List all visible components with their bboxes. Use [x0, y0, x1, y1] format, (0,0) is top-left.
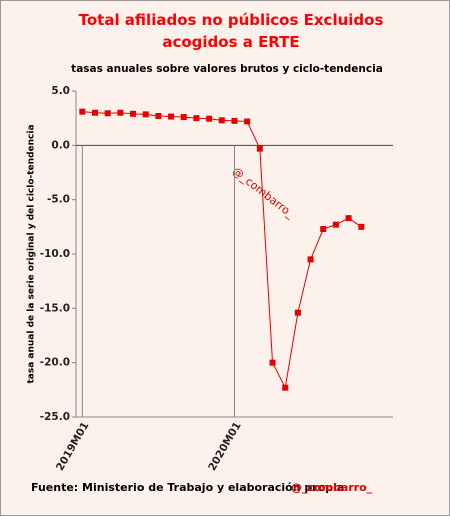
point [180, 114, 187, 121]
y-tick-label: -5.0 [47, 194, 70, 206]
point [320, 226, 327, 233]
y-tick-label: -25.0 [40, 411, 70, 423]
point [345, 215, 352, 222]
point [92, 109, 99, 116]
y-tick-label: -20.0 [40, 357, 70, 369]
point [206, 115, 213, 122]
point [231, 117, 238, 124]
point [269, 359, 276, 366]
y-tick-label: -10.0 [40, 248, 70, 260]
x-tick-label: 2020M01 [206, 420, 244, 473]
point [282, 384, 289, 391]
y-tick-label: 5.0 [51, 85, 70, 97]
point [130, 110, 137, 117]
point [168, 113, 175, 120]
point [79, 108, 86, 115]
source-handle: @_combarro_ [291, 481, 373, 494]
point [332, 221, 339, 228]
y-axis-label: tasa anual de la serie original y del ci… [27, 124, 37, 383]
point [256, 145, 263, 152]
point [244, 118, 251, 125]
series-line [82, 111, 362, 390]
point [294, 309, 301, 316]
y-tick-label: -15.0 [40, 302, 70, 314]
y-tick-label: 0.0 [51, 139, 70, 151]
point [117, 109, 124, 116]
point [307, 256, 314, 263]
chart-subtitle: tasas anuales sobre valores brutos y cic… [71, 63, 383, 75]
point [358, 223, 365, 230]
point [218, 117, 225, 124]
chart-title: Total afiliados no públicos Excluidos ac… [78, 11, 384, 51]
point [155, 112, 162, 119]
point [193, 115, 200, 122]
source: Fuente: Ministerio de Trabajo y elaborac… [31, 481, 344, 494]
point [104, 110, 111, 117]
point [142, 111, 149, 118]
x-tick-label: 2019M01 [54, 420, 92, 473]
